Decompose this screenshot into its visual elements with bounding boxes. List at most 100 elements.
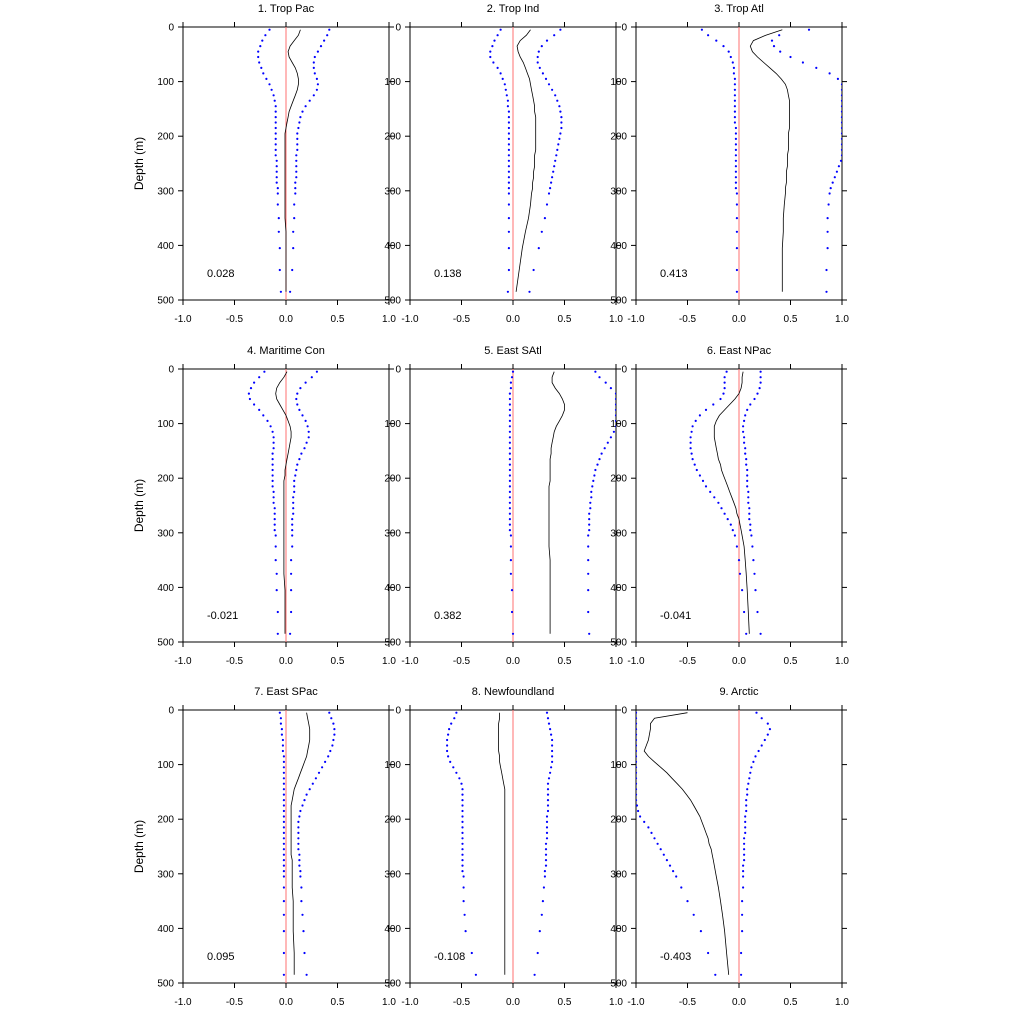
upper-bound-point — [766, 722, 769, 725]
lower-bound-point — [461, 788, 464, 791]
lower-bound-point — [636, 728, 638, 731]
upper-bound-point — [300, 886, 303, 889]
lower-bound-point — [455, 711, 458, 714]
x-tick-label: 1.0 — [835, 656, 849, 667]
upper-bound-point — [825, 268, 828, 272]
lower-bound-point — [737, 559, 741, 562]
upper-bound-point — [743, 441, 746, 444]
lower-bound-point — [273, 512, 276, 515]
lower-bound-point — [463, 913, 466, 916]
upper-bound-point — [837, 165, 841, 168]
lower-bound-point — [636, 755, 638, 758]
y-tick-label: 0 — [621, 365, 627, 376]
upper-bound-point — [756, 392, 759, 395]
lower-bound-point — [508, 392, 511, 395]
upper-bound-point — [752, 559, 755, 562]
upper-bound-point — [296, 143, 299, 146]
y-tick-label: 200 — [157, 474, 174, 485]
lower-bound-point — [665, 859, 669, 862]
x-tick-label: -1.0 — [174, 997, 192, 1008]
lower-bound-point — [723, 387, 726, 390]
lower-bound-point — [734, 165, 738, 168]
upper-bound-series — [742, 370, 762, 635]
lower-bound-point — [733, 534, 737, 537]
lower-bound-point — [503, 83, 506, 86]
y-tick-label: 400 — [384, 241, 401, 252]
upper-bound-point — [544, 77, 548, 80]
upper-bound-point — [304, 105, 307, 108]
lower-bound-point — [707, 34, 710, 37]
lower-bound-point — [272, 447, 275, 450]
upper-bound-point — [614, 403, 616, 406]
x-tick-label: -0.5 — [679, 997, 697, 1008]
lower-bound-point — [489, 55, 492, 59]
lower-bound-point — [701, 479, 705, 482]
upper-bound-point — [313, 55, 316, 59]
lower-bound-point — [275, 176, 278, 179]
upper-bound-point — [758, 387, 761, 390]
upper-bound-point — [744, 447, 747, 450]
lower-bound-point — [282, 826, 285, 829]
upper-bound-point — [748, 512, 751, 515]
lower-bound-point — [719, 397, 722, 401]
x-tick-label: 0.5 — [784, 656, 798, 667]
upper-bound-point — [741, 913, 744, 916]
upper-bound-point — [536, 55, 539, 59]
lower-bound-point — [274, 148, 277, 151]
x-tick-label: 0.5 — [784, 997, 798, 1008]
upper-bound-point — [560, 116, 563, 119]
lower-bound-point — [282, 782, 285, 785]
y-tick-label: 200 — [384, 132, 401, 143]
lower-bound-point — [636, 799, 638, 802]
x-tick-label: -1.0 — [174, 656, 192, 667]
y-tick-label: 200 — [157, 132, 174, 143]
lower-bound-point — [507, 126, 510, 130]
upper-bound-point — [328, 28, 331, 31]
upper-bound-point — [551, 738, 554, 742]
upper-bound-point — [835, 170, 839, 173]
lower-bound-point — [508, 490, 511, 493]
lower-bound-point — [715, 39, 718, 42]
upper-bound-point — [304, 381, 307, 384]
upper-bound-point — [291, 268, 294, 272]
lower-bound-point — [507, 187, 510, 190]
lower-bound-point — [507, 137, 510, 140]
lower-bound-point — [507, 159, 510, 162]
y-tick-label: 200 — [610, 474, 627, 485]
upper-bound-point — [296, 463, 299, 466]
x-tick-label: -1.0 — [174, 314, 192, 325]
y-tick-label: 200 — [384, 474, 401, 485]
lower-bound-point — [508, 479, 511, 482]
lower-bound-point — [282, 913, 285, 916]
upper-bound-point — [297, 126, 300, 130]
upper-bound-point — [840, 137, 842, 140]
upper-bound-series — [528, 28, 563, 293]
upper-bound-point — [299, 387, 302, 390]
y-tick-label: 100 — [384, 77, 401, 88]
x-tick-label: 0.5 — [558, 314, 572, 325]
upper-bound-point — [310, 376, 313, 379]
x-tick-label: -0.5 — [453, 997, 471, 1008]
upper-bound-point — [749, 403, 752, 406]
panel-annotation: 0.028 — [207, 268, 235, 280]
upper-bound-point — [305, 793, 308, 796]
upper-bound-point — [546, 717, 550, 720]
lower-bound-point — [508, 501, 511, 504]
upper-bound-point — [541, 72, 545, 75]
upper-bound-point — [743, 436, 746, 439]
lower-bound-point — [271, 479, 274, 482]
upper-bound-point — [827, 203, 830, 206]
x-tick-label: -0.5 — [226, 314, 244, 325]
lower-bound-point — [659, 848, 662, 851]
y-tick-label: 100 — [157, 760, 174, 771]
panel-9: -1.0 -0.5 0.0 0.5 1.0 0 100 200 300 400 500 9. Arct… — [610, 686, 849, 1008]
upper-bound-point — [740, 951, 743, 955]
lower-bound-point — [698, 414, 702, 417]
upper-bound-point — [547, 777, 551, 780]
upper-bound-point — [295, 468, 298, 472]
lower-bound-point — [452, 766, 455, 769]
upper-bound-point — [545, 831, 549, 835]
upper-bound-point — [296, 137, 299, 140]
lower-bound-point — [637, 809, 640, 813]
upper-bound-point — [829, 187, 832, 190]
